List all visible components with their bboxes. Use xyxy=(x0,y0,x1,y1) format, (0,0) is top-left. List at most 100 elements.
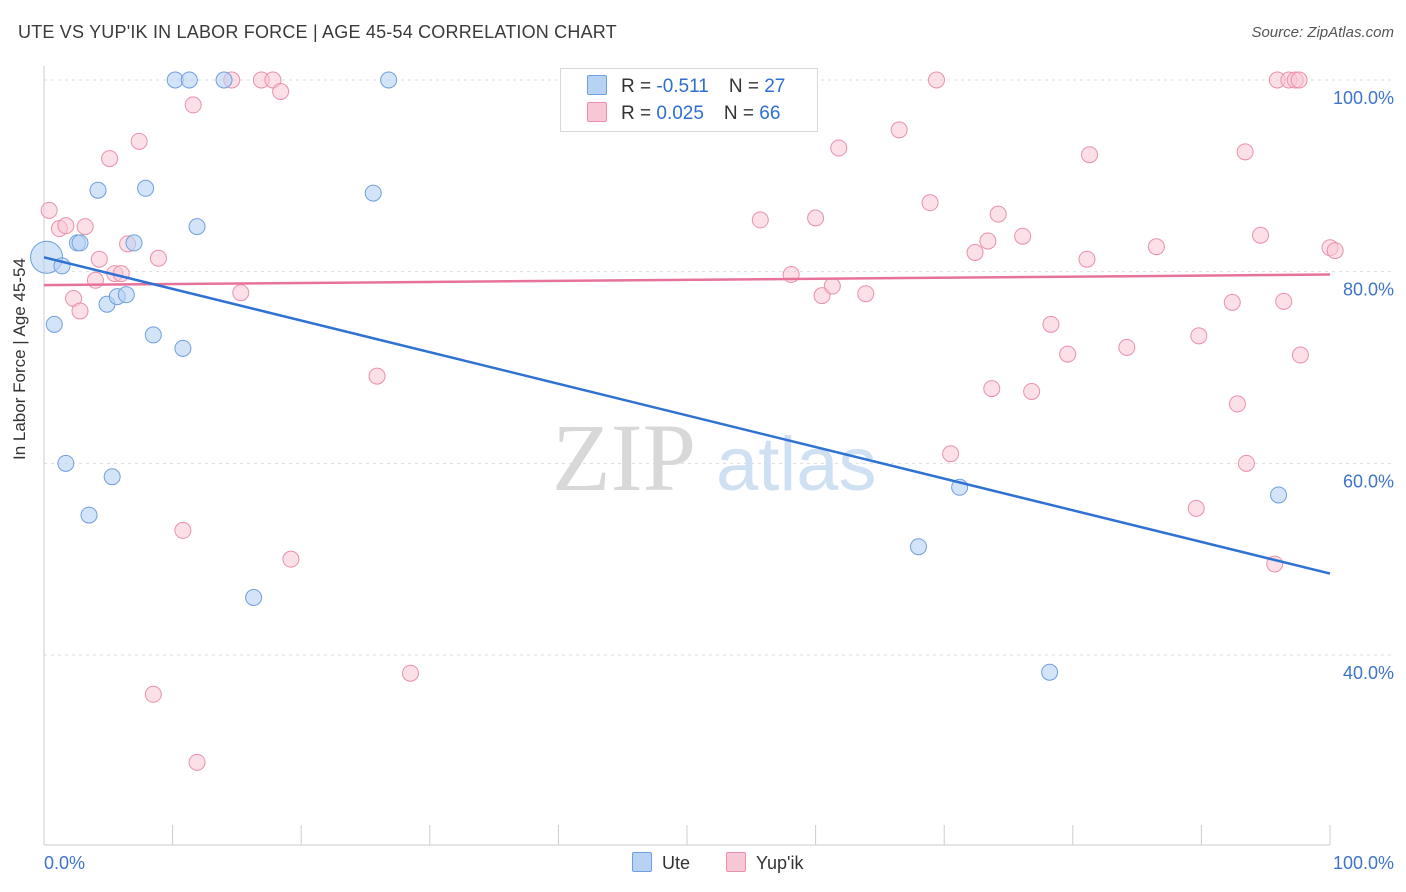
ute-point-9 xyxy=(103,468,121,486)
yupik-legend-label: Yup'ik xyxy=(756,853,804,873)
yupik-point-35 xyxy=(921,194,939,212)
yupik-point-38 xyxy=(966,244,984,261)
yupik-point-42 xyxy=(1014,227,1032,245)
x-tick-label-min: 0.0% xyxy=(44,853,85,873)
yupik-point-41 xyxy=(989,205,1007,223)
yupik-point-46 xyxy=(1078,250,1096,268)
trend-lines xyxy=(43,256,1331,575)
yupik-point-15 xyxy=(174,521,192,539)
ute-point-7 xyxy=(89,181,107,199)
yupik-point-4 xyxy=(71,302,89,320)
ute-point-18 xyxy=(188,218,206,236)
ute-point-11 xyxy=(117,286,135,304)
yupik-point-31 xyxy=(823,277,841,295)
watermark-atlas: atlas xyxy=(716,422,877,507)
yupik-point-39 xyxy=(979,232,997,250)
ute-point-13 xyxy=(137,179,155,197)
ute-point-19 xyxy=(215,71,233,89)
yupik-point-49 xyxy=(1147,238,1165,256)
yupik-r-label: R = xyxy=(621,103,657,124)
ute-point-26 xyxy=(1270,486,1288,504)
y-axis-label: In Labor Force | Age 45-54 xyxy=(10,258,29,460)
y-tick-label-80: 80.0% xyxy=(1343,280,1394,300)
ute-point-20 xyxy=(245,589,263,606)
yupik-point-27 xyxy=(751,211,769,229)
watermark-zip: ZIP xyxy=(552,404,696,511)
yupik-point-55 xyxy=(1237,454,1255,472)
yupik-point-14 xyxy=(149,249,167,267)
yupik-r-value: 0.025 xyxy=(656,103,704,124)
yupik-point-13 xyxy=(144,685,162,703)
yupik-point-47 xyxy=(1081,146,1099,164)
ute-point-5 xyxy=(71,234,89,252)
yupik-point-51 xyxy=(1190,327,1208,345)
chart-title: UTE VS YUP'IK IN LABOR FORCE | AGE 45-54… xyxy=(18,22,617,42)
yupik-point-53 xyxy=(1228,395,1246,413)
yupik-point-62 xyxy=(1290,71,1308,89)
ute-trend-line xyxy=(43,256,1331,575)
ute-n-label: N = xyxy=(728,76,765,97)
yupik-point-2 xyxy=(57,217,75,235)
yupik-point-29 xyxy=(807,209,825,227)
yupik-point-8 xyxy=(101,150,119,168)
bottom-legend-ute: Ute xyxy=(632,852,690,874)
yupik-point-50 xyxy=(1187,499,1205,517)
yupik-point-10 xyxy=(112,265,130,283)
yupik-point-19 xyxy=(232,284,250,302)
yupik-point-22 xyxy=(272,83,290,100)
yupik-point-40 xyxy=(983,380,1001,398)
ute-r-value: -0.511 xyxy=(656,76,709,97)
yupik-points xyxy=(40,71,1344,771)
ute-legend-swatch-icon xyxy=(632,852,652,872)
ute-swatch-icon xyxy=(587,75,607,95)
legend-row-yupik: R = 0.025 N = 66 xyxy=(587,102,780,126)
ute-point-25 xyxy=(1041,663,1059,681)
grid-lines xyxy=(44,79,1392,656)
ute-r-label: R = xyxy=(621,76,657,97)
ute-point-21 xyxy=(364,184,382,202)
ute-point-15 xyxy=(166,71,184,89)
yupik-point-32 xyxy=(830,139,848,157)
ute-point-14 xyxy=(144,326,162,344)
yupik-point-63 xyxy=(1291,346,1309,364)
ute-point-17 xyxy=(180,71,198,89)
yupik-point-44 xyxy=(1042,315,1060,333)
yupik-point-43 xyxy=(1023,382,1041,400)
yupik-trend-line xyxy=(43,273,1331,287)
yupik-point-56 xyxy=(1252,226,1270,244)
yupik-n-value: 66 xyxy=(759,103,781,124)
ute-point-3 xyxy=(57,454,75,472)
yupik-point-65 xyxy=(1326,242,1344,260)
stats-legend: R = -0.511 N = 27 R = 0.025 N = 66 xyxy=(560,68,818,132)
yupik-point-52 xyxy=(1223,293,1241,311)
yupik-point-33 xyxy=(857,285,875,303)
chart-source: Source: ZipAtlas.com xyxy=(1251,24,1394,41)
yupik-point-24 xyxy=(368,367,386,385)
yupik-point-59 xyxy=(1275,292,1293,310)
yupik-point-36 xyxy=(927,71,945,89)
x-tick-label-max: 100.0% xyxy=(1333,853,1394,873)
yupik-point-45 xyxy=(1059,345,1077,363)
yupik-point-23 xyxy=(282,550,300,568)
ute-legend-label: Ute xyxy=(662,853,691,873)
ute-n-value: 27 xyxy=(764,76,786,97)
yupik-n-label: N = xyxy=(723,103,760,124)
yupik-point-0 xyxy=(40,201,58,219)
yupik-legend-swatch-icon xyxy=(726,852,746,872)
yupik-point-7 xyxy=(90,250,108,268)
y-tick-label-100: 100.0% xyxy=(1333,88,1394,108)
yupik-point-54 xyxy=(1236,143,1254,161)
yupik-point-34 xyxy=(890,121,908,139)
y-tick-label-60: 60.0% xyxy=(1343,471,1394,491)
ute-points xyxy=(30,71,1288,681)
yupik-point-16 xyxy=(184,96,202,114)
ute-point-1 xyxy=(45,315,63,333)
yupik-point-12 xyxy=(130,132,148,150)
ute-point-23 xyxy=(909,538,927,556)
axes xyxy=(43,66,1331,846)
yupik-swatch-icon xyxy=(587,102,607,122)
bottom-legend-yupik: Yup'ik xyxy=(726,852,803,874)
ute-point-12 xyxy=(125,234,143,252)
yupik-point-17 xyxy=(188,753,206,771)
